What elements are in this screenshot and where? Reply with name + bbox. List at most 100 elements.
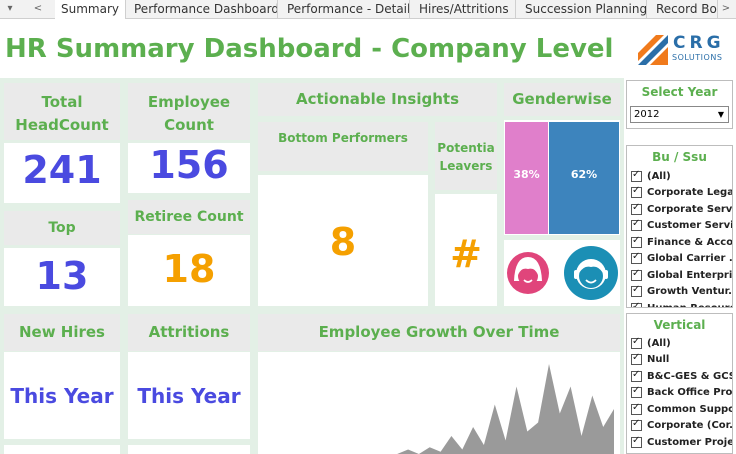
attritions-label: Attritions — [128, 314, 250, 351]
filter-option[interactable]: Corporate (Cor... — [627, 418, 732, 435]
growth-area-chart[interactable] — [258, 352, 620, 454]
filter-option-label: B&C-GES & GCS ... — [647, 370, 732, 382]
filter-option-label: Null — [647, 354, 670, 366]
filter-option-label: Common Suppo... — [647, 403, 732, 415]
tab-performance-detail[interactable]: Performance - Detail — [281, 0, 410, 19]
checkbox-checked-icon[interactable] — [631, 202, 642, 215]
chevron-down-icon: ▼ — [717, 110, 724, 119]
tab-hires-attritions[interactable]: Hires/Attritions — [413, 0, 516, 19]
filter-option[interactable]: Growth Ventur... — [627, 284, 732, 301]
retiree-count-value: 18 — [162, 247, 216, 291]
page-title: HR Summary Dashboard - Company Level — [5, 34, 614, 64]
checkbox-checked-icon[interactable] — [631, 352, 642, 366]
filter-option[interactable]: Customer Servi... — [627, 218, 732, 235]
attritions-card: This Year — [128, 352, 250, 439]
tab-scroll-left[interactable]: < — [33, 3, 43, 14]
company-logo: CRG SOLUTIONS — [636, 33, 731, 67]
tab-list-dropdown[interactable]: ▾ — [7, 3, 13, 14]
total-headcount-card: 241 — [4, 143, 120, 203]
checkbox-checked-icon[interactable] — [631, 185, 642, 199]
bottom-performers-label: Bottom Performers — [258, 122, 428, 171]
filter-option-label: Corporate (Cor... — [647, 420, 732, 432]
filter-option[interactable]: (All) — [627, 335, 732, 352]
filter-option[interactable]: Corporate Serv... — [627, 201, 732, 218]
checkbox-checked-icon[interactable] — [631, 435, 642, 448]
actionable-insights-title: Actionable Insights — [258, 83, 497, 116]
retiree-count-card: 18 — [128, 235, 250, 306]
attritions-extra-card — [128, 445, 250, 454]
filter-option[interactable]: Global Enterpri... — [627, 267, 732, 284]
tab-scroll-right[interactable]: > — [721, 3, 731, 14]
top-performers-card: 13 — [4, 248, 120, 306]
checkbox-checked-icon[interactable] — [631, 284, 642, 298]
new-hires-label: New Hires — [4, 314, 120, 351]
filter-option[interactable]: (All) — [627, 168, 732, 185]
growth-area-series[interactable] — [278, 364, 614, 454]
genderwise-title: Genderwise — [504, 83, 620, 116]
potential-leavers-value: # — [450, 232, 482, 276]
year-filter-title: Select Year — [641, 85, 718, 99]
growth-chart-title: Employee Growth Over Time — [258, 314, 620, 351]
filter-option-label: Global Enterpri... — [647, 269, 732, 281]
filter-option[interactable]: Corporate Lega... — [627, 185, 732, 202]
checkbox-checked-icon[interactable] — [631, 336, 642, 349]
logo-subtext: SOLUTIONS — [672, 53, 723, 62]
female-avatar-icon — [507, 252, 549, 294]
vertical-filter-title: Vertical — [653, 318, 706, 332]
new-hires-extra-card — [4, 445, 120, 454]
tab-summary[interactable]: Summary — [55, 0, 126, 19]
growth-chart-card — [258, 352, 620, 454]
bottom-performers-value: 8 — [329, 220, 357, 264]
checkbox-checked-icon[interactable] — [631, 169, 642, 182]
tab-performance-dashboard[interactable]: Performance Dashboard — [128, 0, 278, 19]
filter-option-label: (All) — [647, 337, 671, 349]
employee-count-label: Employee Count — [128, 83, 250, 140]
employee-count-card: 156 — [128, 143, 250, 193]
checkbox-checked-icon[interactable] — [631, 402, 642, 415]
checkbox-checked-icon[interactable] — [631, 218, 642, 232]
filter-option[interactable]: B&C-GES & GCS ... — [627, 368, 732, 385]
checkbox-checked-icon[interactable] — [631, 268, 642, 281]
attritions-value: This Year — [137, 384, 241, 408]
filter-option[interactable]: Global Carrier ... — [627, 251, 732, 268]
checkbox-checked-icon[interactable] — [631, 301, 642, 307]
filter-option-label: Customer Servi... — [647, 220, 732, 232]
year-select[interactable]: 2012 ▼ — [630, 106, 729, 123]
filter-option[interactable]: Human Resourc... — [627, 300, 732, 307]
logo-mark-icon — [638, 35, 668, 65]
female-bar[interactable]: 38% — [505, 122, 548, 234]
total-headcount-label: Total HeadCount — [4, 83, 120, 140]
tab-bar: ▾ < Summary Performance Dashboard Perfor… — [0, 0, 736, 19]
top-performers-value: 13 — [35, 254, 89, 298]
dashboard-area: Total HeadCount 241 Employee Count 156 T… — [0, 78, 624, 454]
filter-option[interactable]: Null — [627, 352, 732, 369]
bottom-performers-card: 8 — [258, 175, 428, 306]
year-filter: Select Year 2012 ▼ — [626, 80, 733, 129]
potential-leavers-label: Potentia Leavers — [435, 122, 497, 190]
retiree-count-label: Retiree Count — [128, 200, 250, 234]
filter-option[interactable]: Common Suppo... — [627, 401, 732, 418]
filter-option-label: Global Carrier ... — [647, 253, 732, 265]
year-select-value: 2012 — [634, 109, 660, 120]
gender-icons-card — [504, 240, 620, 306]
tab-succession-planning[interactable]: Succession Planning — [519, 0, 647, 19]
checkbox-checked-icon[interactable] — [631, 235, 642, 248]
filter-option[interactable]: Back Office Pro... — [627, 385, 732, 402]
filter-option[interactable]: Finance & Acco... — [627, 234, 732, 251]
employee-count-value: 156 — [149, 143, 229, 187]
bu-filter: Bu / Ssu (All) Corporate Lega... Corporate… — [626, 145, 733, 308]
filter-option-label: Corporate Serv... — [647, 203, 732, 215]
filter-option-label: Corporate Lega... — [647, 187, 732, 199]
gender-chart: 38% 62% — [504, 120, 620, 235]
checkbox-checked-icon[interactable] — [631, 251, 642, 265]
checkbox-checked-icon[interactable] — [631, 369, 642, 382]
tab-record-book[interactable]: Record Bo — [650, 0, 718, 19]
checkbox-checked-icon[interactable] — [631, 418, 642, 432]
checkbox-checked-icon[interactable] — [631, 385, 642, 399]
logo-text: CRG — [673, 33, 725, 53]
male-bar[interactable]: 62% — [549, 122, 619, 234]
filter-option-label: Growth Ventur... — [647, 286, 732, 298]
filter-option[interactable]: Customer Proje... — [627, 434, 732, 451]
bu-list: (All) Corporate Lega... Corporate Serv... C… — [627, 168, 732, 307]
vertical-list: (All) Null B&C-GES & GCS ... Back Office Pr… — [627, 335, 732, 451]
